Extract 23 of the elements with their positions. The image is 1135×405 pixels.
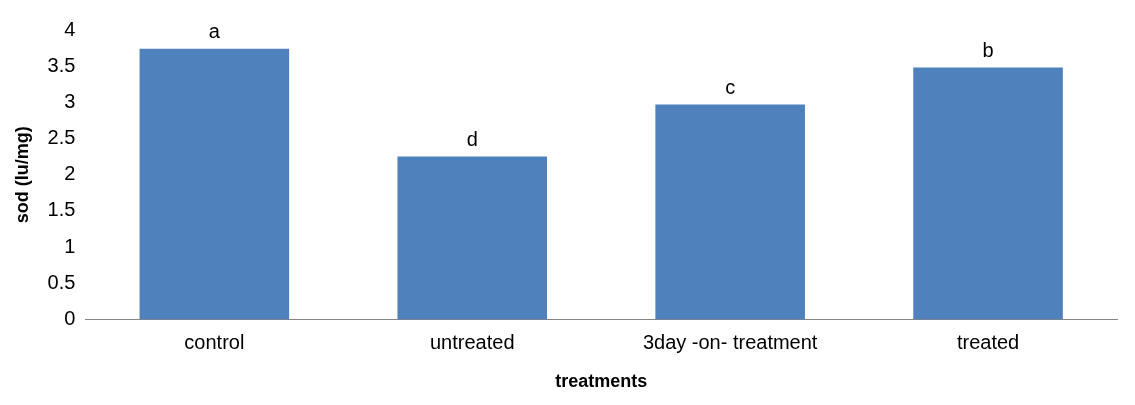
y-tick-label: 3 xyxy=(64,89,76,112)
x-tick-label: 3day -on- treatment xyxy=(642,330,818,353)
y-tick-label: 1 xyxy=(64,234,76,257)
data-label: d xyxy=(466,128,478,151)
y-tick-label: 1.5 xyxy=(47,198,76,221)
x-tick-label: control xyxy=(184,330,245,353)
y-tick-label: 4 xyxy=(64,17,76,40)
y-tick-label: 0.5 xyxy=(47,270,76,293)
data-label: c xyxy=(725,76,736,99)
y-tick-label: 0 xyxy=(64,306,76,329)
data-label: b xyxy=(982,39,994,62)
x-tick-label: treated xyxy=(956,330,1020,353)
y-tick-label: 3.5 xyxy=(47,53,76,76)
bar xyxy=(397,156,548,320)
y-tick-label: 2.5 xyxy=(47,126,76,149)
x-axis-title: treatments xyxy=(555,371,648,392)
bar xyxy=(139,48,290,320)
y-axis-title: sod (Iu/mg) xyxy=(11,126,32,224)
y-tick-label: 2 xyxy=(64,162,76,185)
bar xyxy=(655,104,805,320)
x-tick-label: untreated xyxy=(429,330,515,353)
data-label: a xyxy=(208,20,221,43)
bar xyxy=(913,67,1063,320)
